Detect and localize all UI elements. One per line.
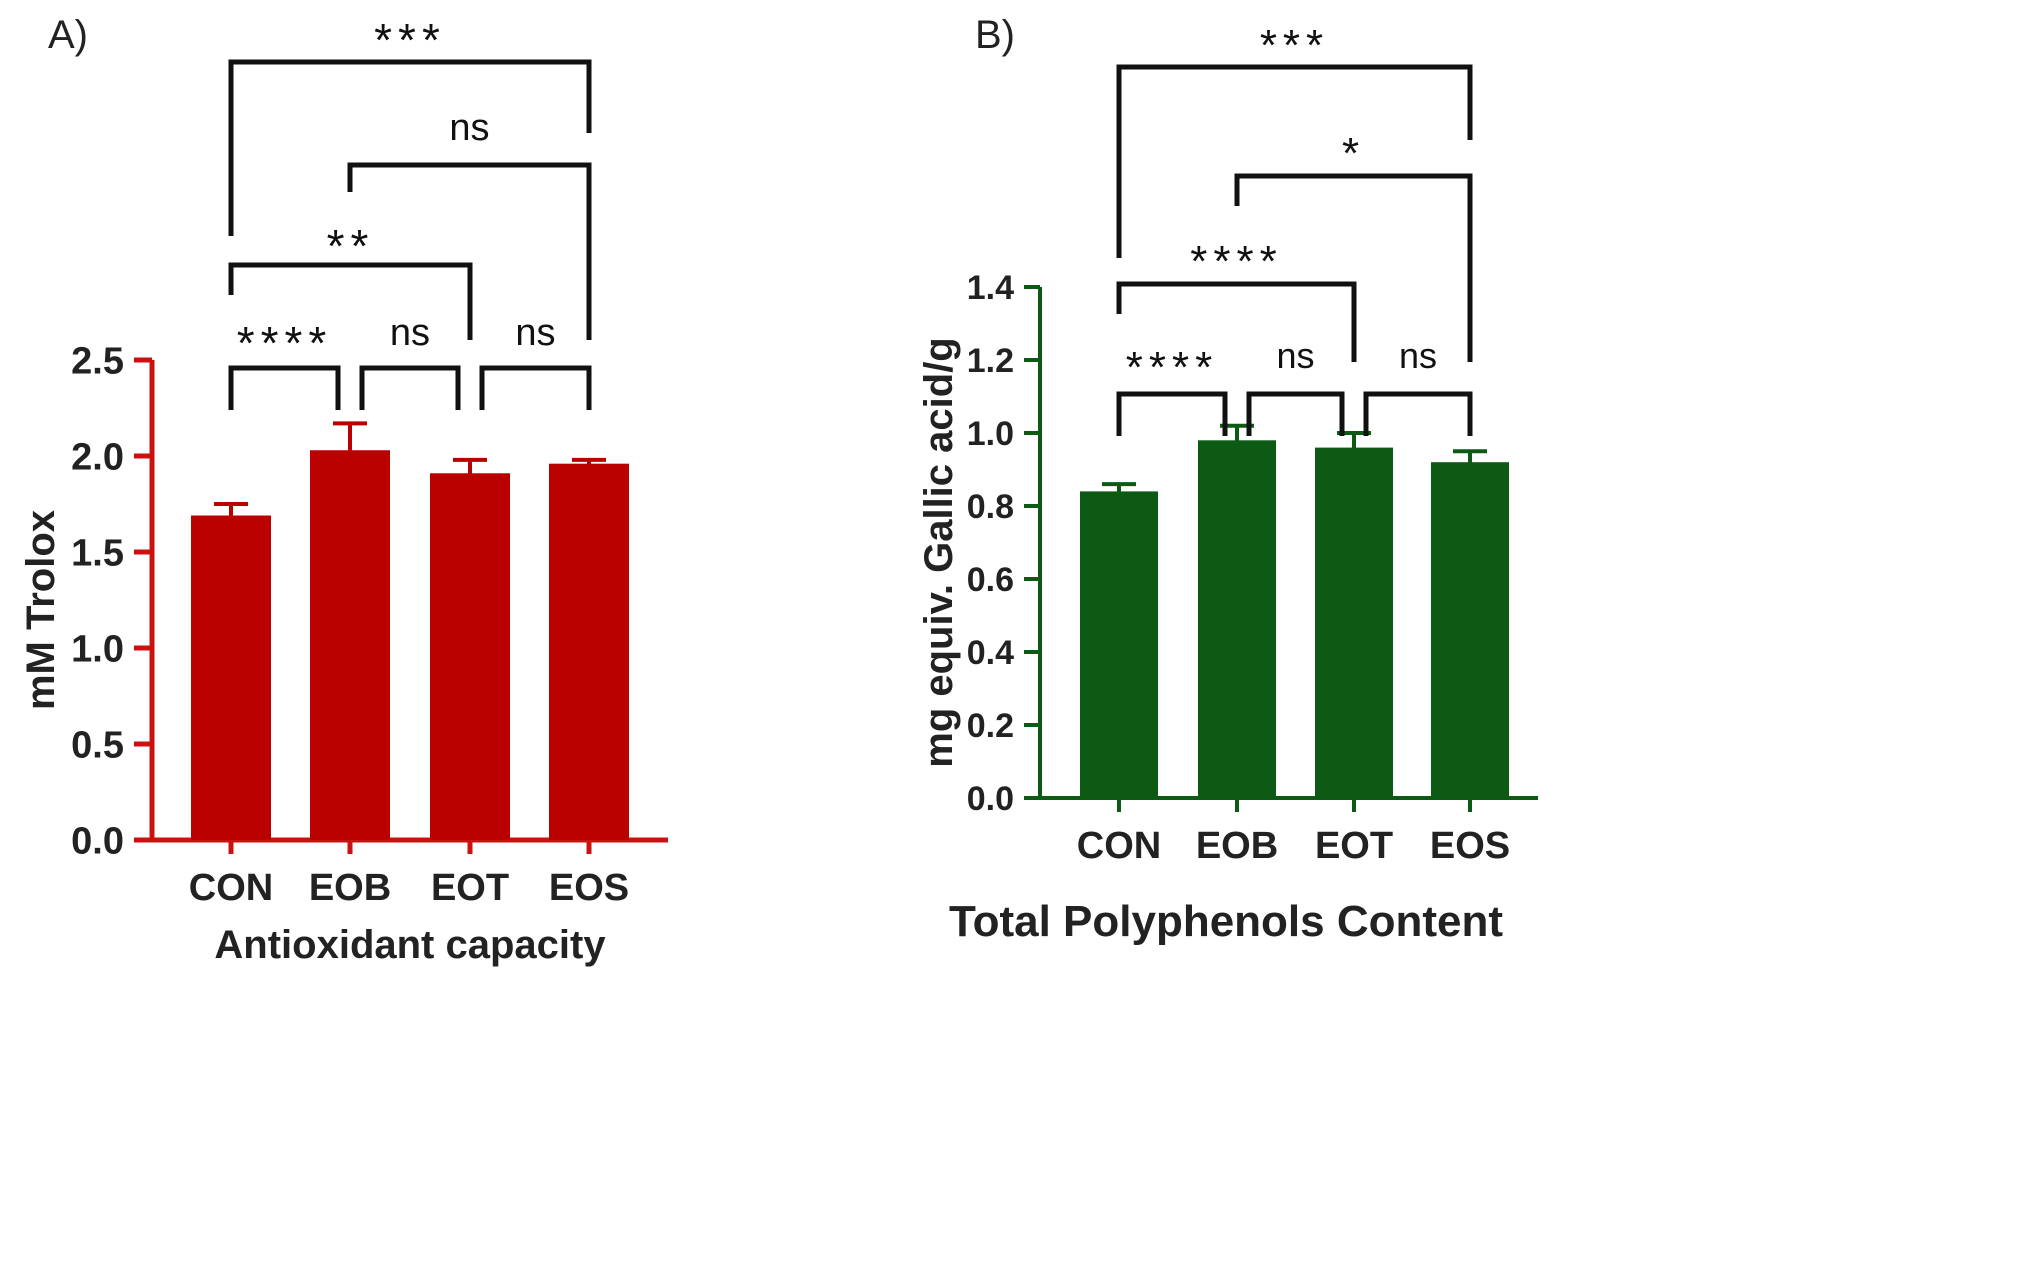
significance-label: **** bbox=[237, 317, 333, 369]
y-tick-label: 1.0 bbox=[71, 629, 124, 671]
y-tick-label: 0.6 bbox=[967, 561, 1014, 599]
y-tick-label: 0.2 bbox=[967, 707, 1014, 745]
bar-eob bbox=[1198, 440, 1276, 798]
significance-bracket bbox=[1116, 64, 1473, 258]
x-tick-label: EOT bbox=[431, 867, 509, 909]
significance-label: * bbox=[1342, 129, 1365, 178]
panel-label: B) bbox=[975, 13, 1015, 57]
y-tick-label: 0.4 bbox=[967, 634, 1014, 672]
significance-bracket bbox=[1116, 391, 1228, 436]
x-tick-label: CON bbox=[1077, 825, 1161, 867]
x-tick-label: EOS bbox=[1430, 825, 1510, 867]
x-tick-label: EOS bbox=[549, 867, 629, 909]
y-tick-label: 0.5 bbox=[71, 725, 124, 767]
significance-label: **** bbox=[1126, 343, 1219, 392]
significance-label: ns bbox=[449, 107, 489, 149]
panel-b: B) 0.0 0.2 0.4 0.6 0.8 1.0 1.2 1.4 CON EOB EOT EOS To… bbox=[917, 13, 1538, 946]
y-tick-label: 2.5 bbox=[71, 341, 124, 383]
y-tick-label: 2.0 bbox=[71, 437, 124, 479]
significance-label: ns bbox=[1276, 335, 1314, 376]
panel-a: A) 0.0 0.5 1.0 1.5 2.0 2.5 CON EOB EOT EOS Antioxid… bbox=[19, 13, 668, 967]
significance-label: ** bbox=[327, 220, 375, 272]
y-tick-label: 1.5 bbox=[71, 533, 124, 575]
significance-bracket bbox=[1116, 281, 1357, 362]
bar-eot bbox=[1315, 447, 1393, 798]
y-axis-title: mM Trolox bbox=[19, 510, 63, 710]
significance-bracket bbox=[228, 59, 592, 236]
y-axis-title: mg equiv. Gallic acid/g bbox=[917, 337, 961, 768]
bar-eos bbox=[1431, 462, 1509, 798]
x-tick-label: CON bbox=[189, 867, 273, 909]
significance-bracket bbox=[347, 162, 592, 340]
significance-bracket bbox=[479, 365, 592, 410]
y-tick-label: 1.2 bbox=[967, 342, 1014, 380]
bar-eos bbox=[549, 463, 629, 840]
y-tick-label: 0.0 bbox=[71, 821, 124, 863]
significance-bracket bbox=[1363, 391, 1473, 436]
significance-label: ns bbox=[390, 312, 430, 354]
x-axis-title: Total Polyphenols Content bbox=[949, 897, 1503, 946]
significance-label: **** bbox=[1190, 237, 1283, 286]
y-tick-label: 1.0 bbox=[967, 415, 1014, 453]
y-tick-label: 0.0 bbox=[967, 780, 1014, 818]
bar-con bbox=[1080, 491, 1158, 798]
significance-bracket bbox=[359, 365, 461, 410]
x-tick-label: EOT bbox=[1315, 825, 1393, 867]
bar-con bbox=[191, 515, 271, 840]
x-axis-title: Antioxidant capacity bbox=[214, 923, 606, 967]
significance-label: ns bbox=[1399, 335, 1437, 376]
significance-label: *** bbox=[1260, 21, 1329, 70]
significance-bracket bbox=[1234, 173, 1473, 362]
panel-label: A) bbox=[48, 13, 88, 57]
bar-eob bbox=[310, 450, 390, 840]
significance-bracket bbox=[228, 262, 473, 340]
x-tick-label: EOB bbox=[1196, 825, 1278, 867]
y-tick-label: 1.4 bbox=[967, 269, 1014, 307]
x-tick-label: EOB bbox=[309, 867, 391, 909]
significance-bracket bbox=[1246, 391, 1345, 436]
y-tick-label: 0.8 bbox=[967, 488, 1014, 526]
bar-eot bbox=[430, 473, 510, 840]
significance-label: ns bbox=[515, 312, 555, 354]
significance-bracket bbox=[228, 365, 341, 410]
significance-label: *** bbox=[374, 14, 446, 66]
